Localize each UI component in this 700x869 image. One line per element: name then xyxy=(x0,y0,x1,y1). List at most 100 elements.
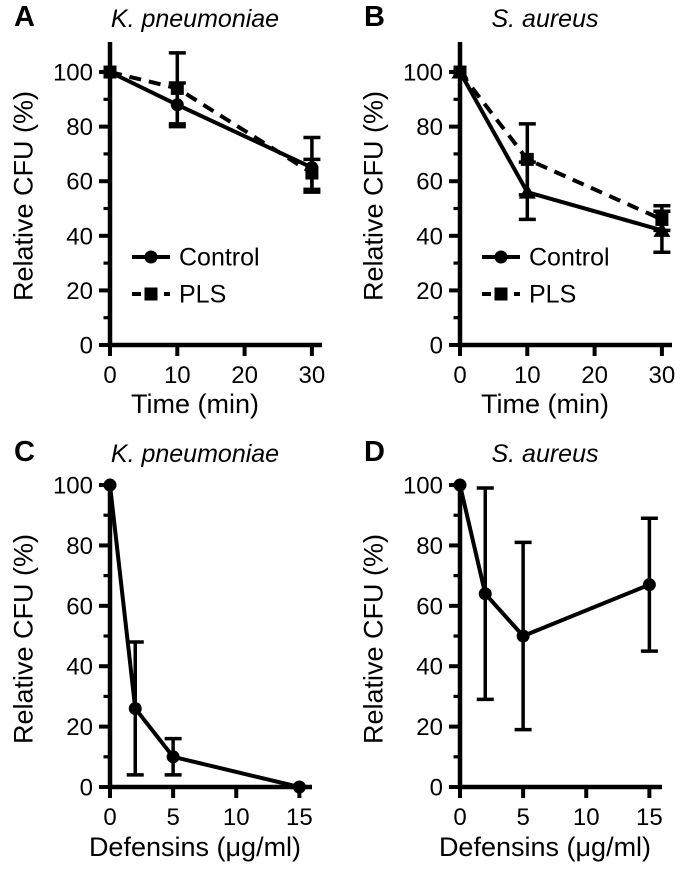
data-point-marker xyxy=(170,81,184,95)
chart-title: S. aureus xyxy=(491,5,599,33)
y-tick-label: 100 xyxy=(403,473,443,500)
y-tick-label: 20 xyxy=(416,714,443,741)
y-tick-label: 0 xyxy=(80,333,93,360)
legend-item: PLS xyxy=(132,281,226,309)
axes xyxy=(457,479,662,790)
data-point-marker xyxy=(653,222,671,237)
series-line-pls xyxy=(458,70,663,222)
data-point-marker xyxy=(516,629,530,643)
x-axis-title: Defensins (μg/ml) xyxy=(438,832,652,862)
data-point-marker xyxy=(103,478,117,492)
data-point-marker xyxy=(144,250,158,264)
y-tick-label: 40 xyxy=(66,654,93,681)
legend-item: Control xyxy=(132,244,260,272)
legend: Control PLS xyxy=(482,244,610,309)
panel-c: 0 20 40 60 80 100 0 5 10 15 C K. pneumoniae Relat… xyxy=(0,435,350,869)
y-tick-label: 100 xyxy=(53,60,93,87)
x-tick-label: 0 xyxy=(103,804,116,831)
legend-label: Control xyxy=(179,244,260,272)
y-tick-label: 60 xyxy=(416,593,443,620)
y-tick-label: 60 xyxy=(66,593,93,620)
panel-b: 0 20 40 60 80 100 0 10 20 30 Control PLS B S. aureu… xyxy=(350,0,700,435)
plot-area: 0 20 40 60 80 100 0 10 20 30 Control PLS xyxy=(53,42,326,389)
y-tick-label: 40 xyxy=(416,223,443,250)
x-tick-label: 20 xyxy=(231,362,258,389)
data-point-marker xyxy=(170,98,184,112)
data-point-marker xyxy=(166,750,180,764)
chart-title: S. aureus xyxy=(491,440,599,468)
y-tick-label: 0 xyxy=(430,775,443,802)
x-axis-title: Time (min) xyxy=(481,389,609,419)
x-tick-label: 0 xyxy=(103,362,116,389)
legend: Control PLS xyxy=(132,244,260,309)
x-axis-title: Defensins (μg/ml) xyxy=(88,832,302,862)
x-tick-label: 10 xyxy=(223,804,250,831)
panel-letter: B xyxy=(364,1,385,33)
y-tick-label: 40 xyxy=(416,654,443,681)
legend-item: Control xyxy=(482,244,610,272)
x-tick-label: 10 xyxy=(573,804,600,831)
data-point-marker xyxy=(128,701,142,715)
panel-letter: D xyxy=(364,436,385,468)
data-point-marker xyxy=(655,212,669,226)
axes xyxy=(107,479,312,790)
y-tick-label: 80 xyxy=(416,114,443,141)
x-tick-label: 0 xyxy=(453,804,466,831)
data-point-marker xyxy=(518,184,536,199)
x-tick-label: 5 xyxy=(516,804,529,831)
plot-area: 0 20 40 60 80 100 0 5 10 15 xyxy=(53,473,313,831)
y-tick-label: 100 xyxy=(403,60,443,87)
y-axis-title: Relative CFU (%) xyxy=(8,533,39,745)
plot-area: 0 20 40 60 80 100 0 5 10 15 xyxy=(403,473,663,831)
y-tick-label: 0 xyxy=(430,333,443,360)
data-point-marker xyxy=(144,287,158,301)
y-tick-label: 60 xyxy=(416,169,443,196)
legend-label: PLS xyxy=(529,281,576,309)
x-tick-label: 0 xyxy=(453,362,466,389)
x-axis-title: Time (min) xyxy=(131,389,259,419)
y-tick-label: 80 xyxy=(66,114,93,141)
y-axis-title: Relative CFU (%) xyxy=(358,90,389,302)
data-point-marker xyxy=(453,65,467,79)
x-tick-label: 5 xyxy=(166,804,179,831)
y-axis-title: Relative CFU (%) xyxy=(358,533,389,745)
x-tick-label: 10 xyxy=(514,362,541,389)
series-line-defensins xyxy=(458,484,651,639)
legend-item: PLS xyxy=(482,281,576,309)
series-line-control xyxy=(109,70,313,170)
panel-letter: C xyxy=(14,436,35,468)
y-tick-label: 80 xyxy=(66,533,93,560)
x-tick-label: 15 xyxy=(286,804,313,831)
legend-label: PLS xyxy=(179,281,226,309)
data-point-marker xyxy=(292,780,306,794)
data-point-marker xyxy=(494,250,508,264)
y-tick-label: 60 xyxy=(66,169,93,196)
y-tick-label: 80 xyxy=(416,533,443,560)
y-axis-title: Relative CFU (%) xyxy=(8,90,39,302)
x-tick-label: 30 xyxy=(649,362,676,389)
data-point-marker xyxy=(478,587,492,601)
y-tick-label: 100 xyxy=(53,473,93,500)
panel-d: 0 20 40 60 80 100 0 5 10 15 D S. aureus Relative … xyxy=(350,435,700,869)
y-tick-label: 20 xyxy=(66,714,93,741)
data-point-marker xyxy=(494,287,508,301)
legend-label: Control xyxy=(529,244,610,272)
series-line-defensins xyxy=(108,484,300,789)
chart-title: K. pneumoniae xyxy=(110,5,280,33)
data-point-marker xyxy=(305,166,319,180)
x-tick-label: 15 xyxy=(636,804,663,831)
x-tick-label: 10 xyxy=(164,362,191,389)
y-tick-label: 20 xyxy=(66,278,93,305)
data-point-marker xyxy=(520,152,534,166)
x-tick-label: 20 xyxy=(581,362,608,389)
data-point-marker xyxy=(453,478,467,492)
panel-a: 0 20 40 60 80 100 0 10 20 30 Control PLS A K. pneum… xyxy=(0,0,350,435)
y-tick-label: 20 xyxy=(416,278,443,305)
chart-title: K. pneumoniae xyxy=(110,440,280,468)
y-tick-label: 0 xyxy=(80,775,93,802)
panel-letter: A xyxy=(14,1,35,33)
data-point-marker xyxy=(642,578,656,592)
y-tick-label: 40 xyxy=(66,223,93,250)
x-tick-label: 30 xyxy=(299,362,326,389)
